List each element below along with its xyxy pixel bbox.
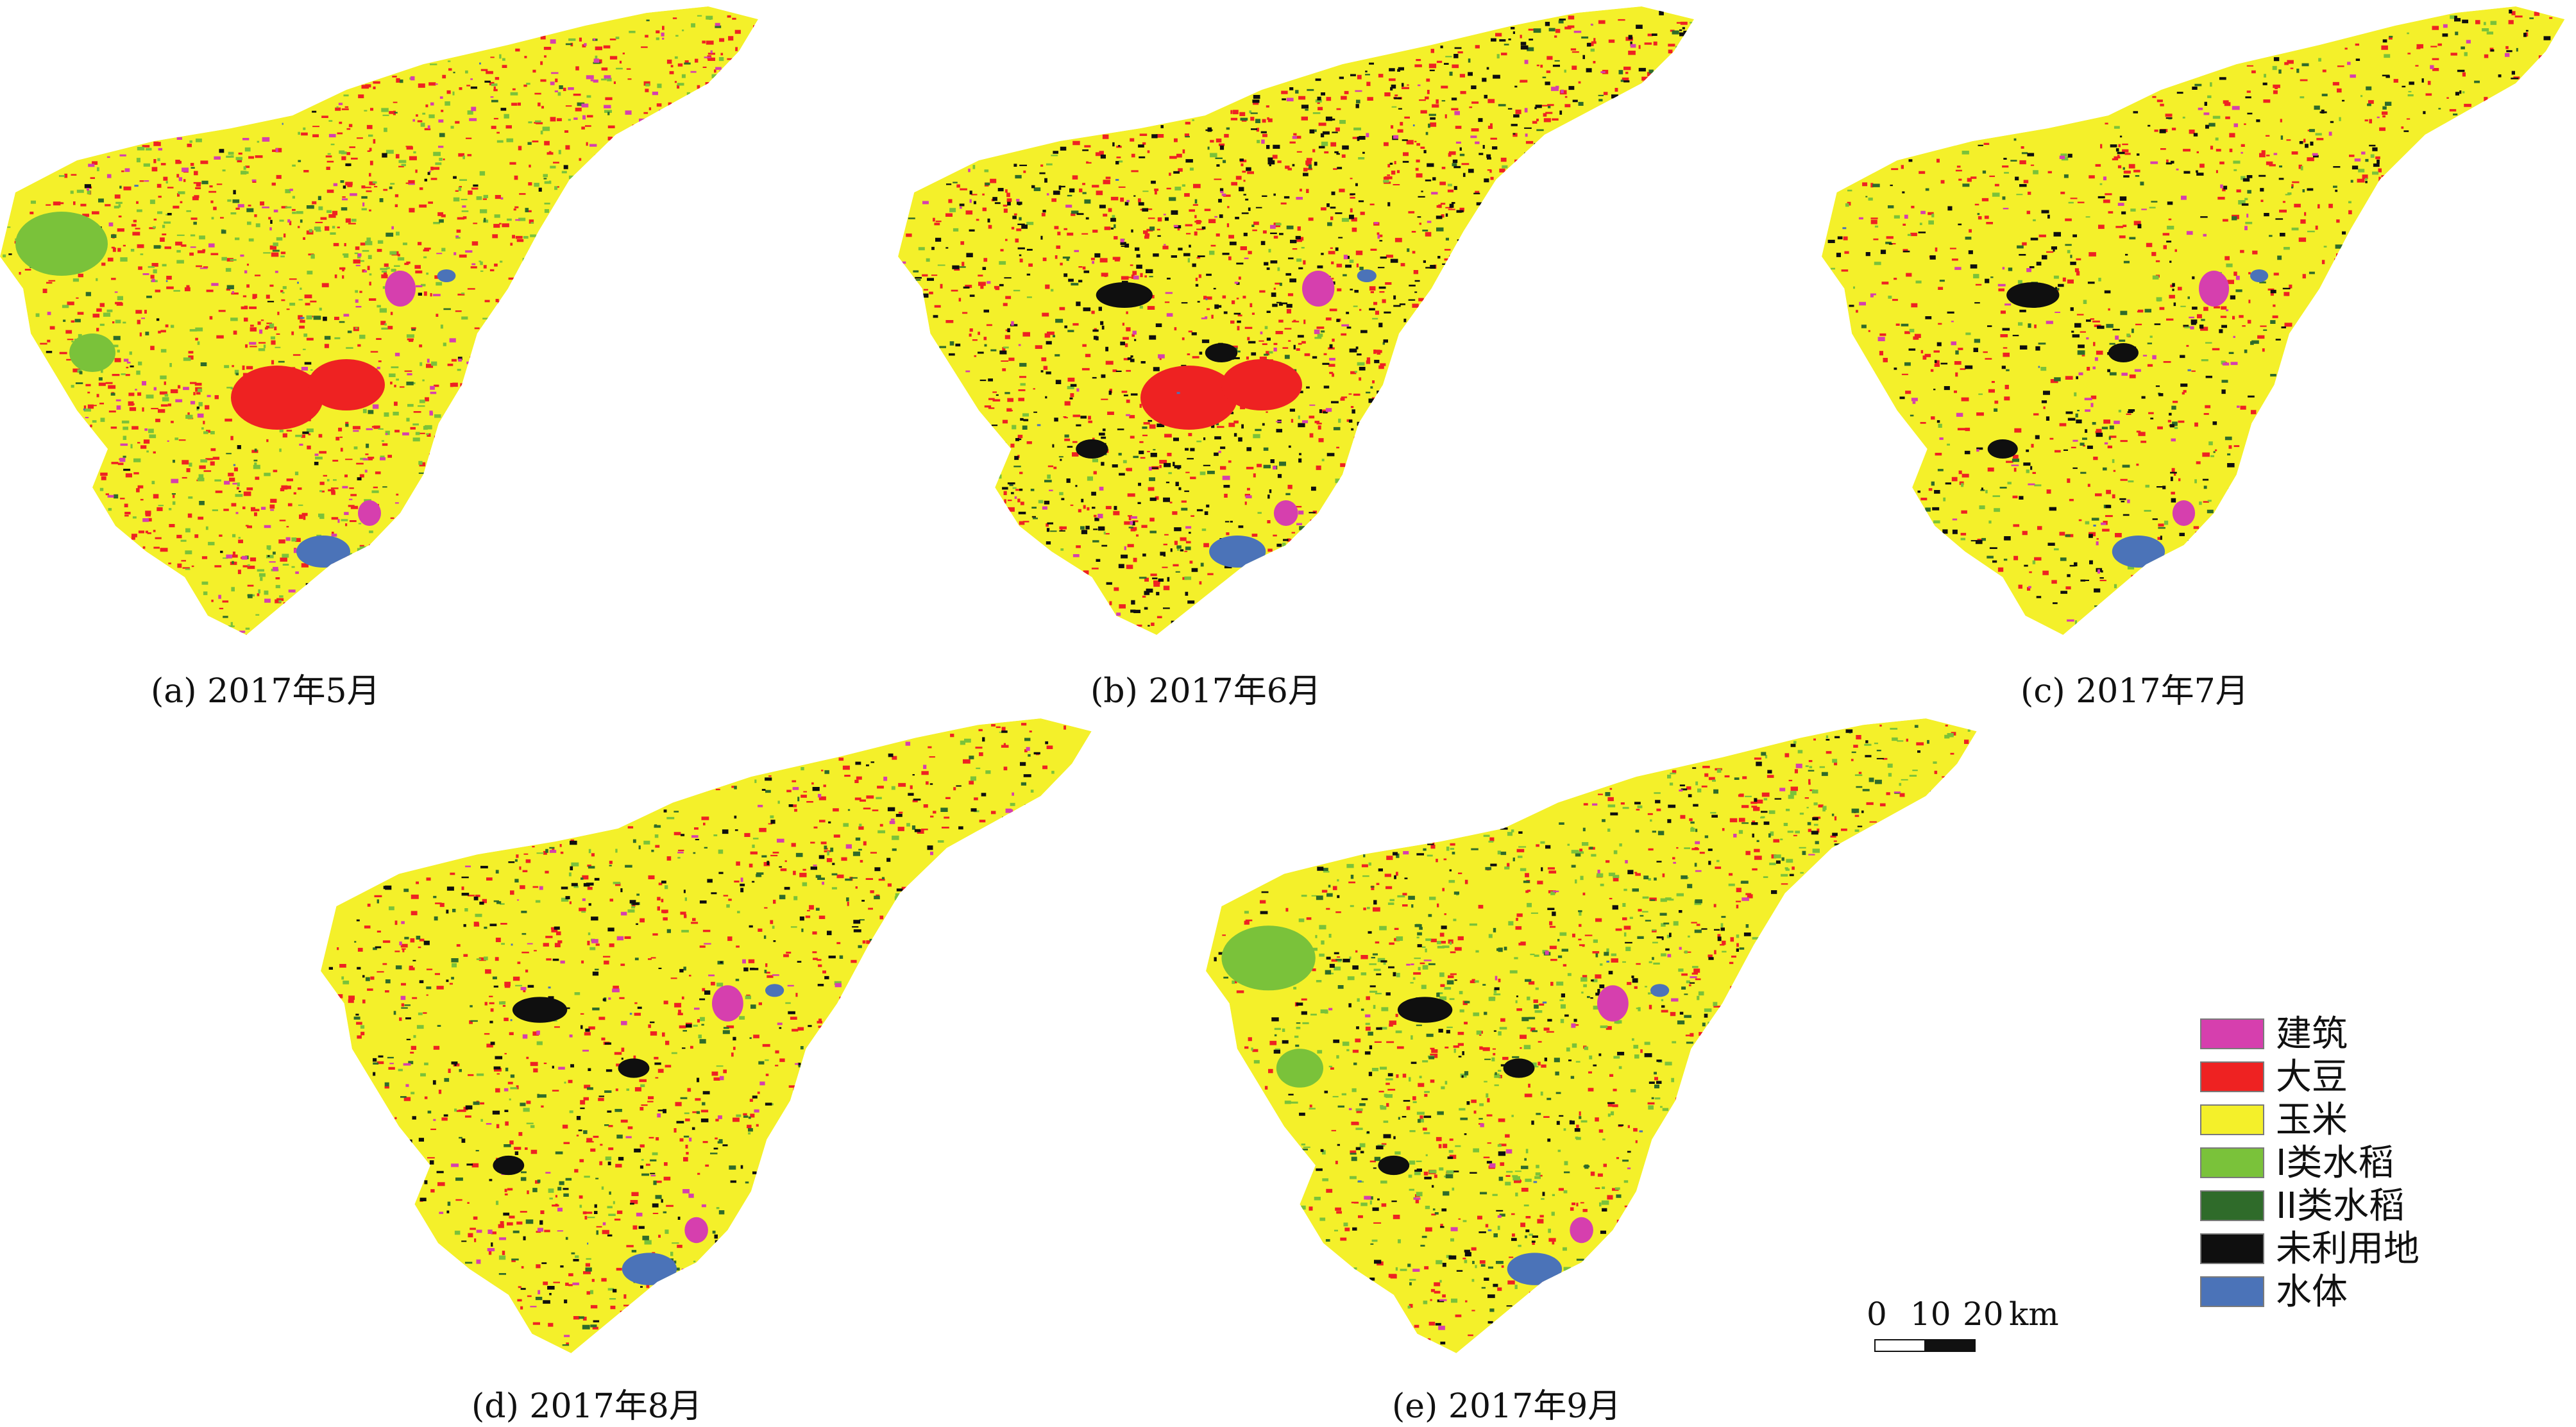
- cluster-unused: [512, 997, 568, 1023]
- scale-tick-10: 10: [1910, 1296, 1951, 1333]
- caption-c: (c) 2017年7月: [2021, 672, 2249, 711]
- legend-item-water: 水体: [2200, 1271, 2534, 1314]
- cluster-build: [358, 500, 381, 526]
- cluster-unused: [493, 1155, 525, 1176]
- cluster-unused: [618, 1058, 650, 1078]
- legend-item-building: 建筑: [2200, 1013, 2534, 1056]
- map-panel-e: [1206, 712, 1988, 1360]
- cluster-unused: [1397, 997, 1453, 1023]
- cluster-unused: [1205, 343, 1238, 362]
- cluster-build: [1570, 1217, 1593, 1244]
- legend-swatch: [2200, 1147, 2264, 1178]
- cluster-unused: [1096, 282, 1153, 308]
- map-e: [1206, 718, 1977, 1353]
- scale-unit: km: [2009, 1296, 2059, 1333]
- scale-segment-black: [1924, 1339, 1976, 1352]
- map-c: [1822, 6, 2565, 635]
- land-cover-raster: [898, 6, 1695, 635]
- scale-tick-0: 0: [1867, 1296, 1887, 1333]
- legend-item-rice-2: II类水稻: [2200, 1185, 2534, 1228]
- cluster-water: [1507, 1253, 1563, 1285]
- legend-label: II类水稻: [2276, 1185, 2405, 1227]
- cluster-water: [296, 536, 350, 568]
- legend-label: 未利用地: [2276, 1228, 2419, 1270]
- legend-item-rice-1: I类水稻: [2200, 1142, 2534, 1185]
- map-panel-c: [1822, 0, 2576, 641]
- map-d: [321, 718, 1092, 1353]
- caption-b: (b) 2017年6月: [1090, 672, 1321, 711]
- cluster-build: [1597, 985, 1629, 1022]
- land-cover-soy: [906, 15, 1695, 635]
- legend-swatch: [2200, 1104, 2264, 1135]
- map-panel-b: [898, 0, 1706, 641]
- legend-swatch: [2200, 1190, 2264, 1221]
- cluster-unused: [1987, 439, 2018, 459]
- scale-tick-20: 20: [1963, 1296, 2004, 1333]
- land-cover-raster: [1206, 718, 1977, 1353]
- cluster-water: [2250, 269, 2269, 282]
- cluster-soy: [1221, 359, 1302, 410]
- cluster-build: [712, 985, 743, 1022]
- land-cover-soy: [326, 723, 1067, 1345]
- legend-item-corn: 玉米: [2200, 1099, 2534, 1142]
- legend-swatch: [2200, 1018, 2264, 1049]
- cluster-water: [1209, 536, 1266, 568]
- legend-label: 水体: [2276, 1271, 2348, 1313]
- cluster-build: [2199, 271, 2230, 307]
- map-a: [0, 6, 758, 635]
- cluster-build: [1273, 500, 1298, 526]
- scale-bar: 0 10 20 km: [1867, 1296, 2072, 1366]
- cluster-unused: [1076, 439, 1108, 459]
- caption-a: (a) 2017年5月: [151, 672, 380, 711]
- legend-swatch: [2200, 1233, 2264, 1264]
- cluster-water: [1357, 269, 1377, 282]
- region-base: [1206, 718, 1977, 1353]
- cluster-rice1: [1276, 1049, 1323, 1088]
- scale-segment-white: [1874, 1339, 1926, 1352]
- legend-item-soybean: 大豆: [2200, 1056, 2534, 1099]
- cluster-water: [765, 984, 784, 997]
- legend-swatch: [2200, 1276, 2264, 1307]
- cluster-build: [684, 1217, 708, 1244]
- legend-swatch: [2200, 1061, 2264, 1092]
- cluster-soy: [308, 359, 385, 410]
- region-base: [0, 6, 758, 635]
- map-panel-a: [0, 0, 770, 641]
- region-base: [898, 6, 1695, 635]
- cluster-water: [2112, 536, 2165, 568]
- caption-d: (d) 2017年8月: [471, 1387, 702, 1426]
- legend-label: 玉米: [2276, 1099, 2348, 1141]
- map-legend: 建筑 大豆 玉米 I类水稻 II类水稻 未利用地 水体: [2200, 1013, 2534, 1314]
- cluster-water: [622, 1253, 677, 1285]
- cluster-unused: [2108, 343, 2139, 362]
- legend-label: I类水稻: [2276, 1142, 2394, 1184]
- cluster-water: [1650, 984, 1670, 997]
- region-base: [321, 718, 1092, 1353]
- map-b: [898, 6, 1695, 635]
- legend-label: 大豆: [2276, 1056, 2348, 1098]
- cluster-unused: [1378, 1155, 1410, 1176]
- cluster-rice1: [69, 334, 115, 372]
- cluster-rice1: [15, 212, 108, 276]
- land-cover-raster: [0, 6, 758, 635]
- cluster-soy: [1140, 366, 1238, 430]
- legend-item-unused-land: 未利用地: [2200, 1228, 2534, 1271]
- cluster-rice1: [1221, 925, 1316, 991]
- cluster-build: [2172, 500, 2196, 526]
- legend-label: 建筑: [2276, 1013, 2348, 1055]
- cluster-unused: [2006, 282, 2060, 308]
- land-cover-raster: [1822, 6, 2565, 635]
- cluster-soy: [231, 366, 323, 430]
- cluster-build: [385, 271, 416, 307]
- cluster-water: [437, 269, 456, 282]
- cluster-build: [1302, 271, 1335, 307]
- map-panel-d: [321, 712, 1103, 1360]
- caption-e: (e) 2017年9月: [1392, 1387, 1622, 1426]
- land-cover-soy: [1841, 6, 2565, 631]
- land-cover-raster: [321, 718, 1092, 1353]
- cluster-unused: [1503, 1058, 1535, 1078]
